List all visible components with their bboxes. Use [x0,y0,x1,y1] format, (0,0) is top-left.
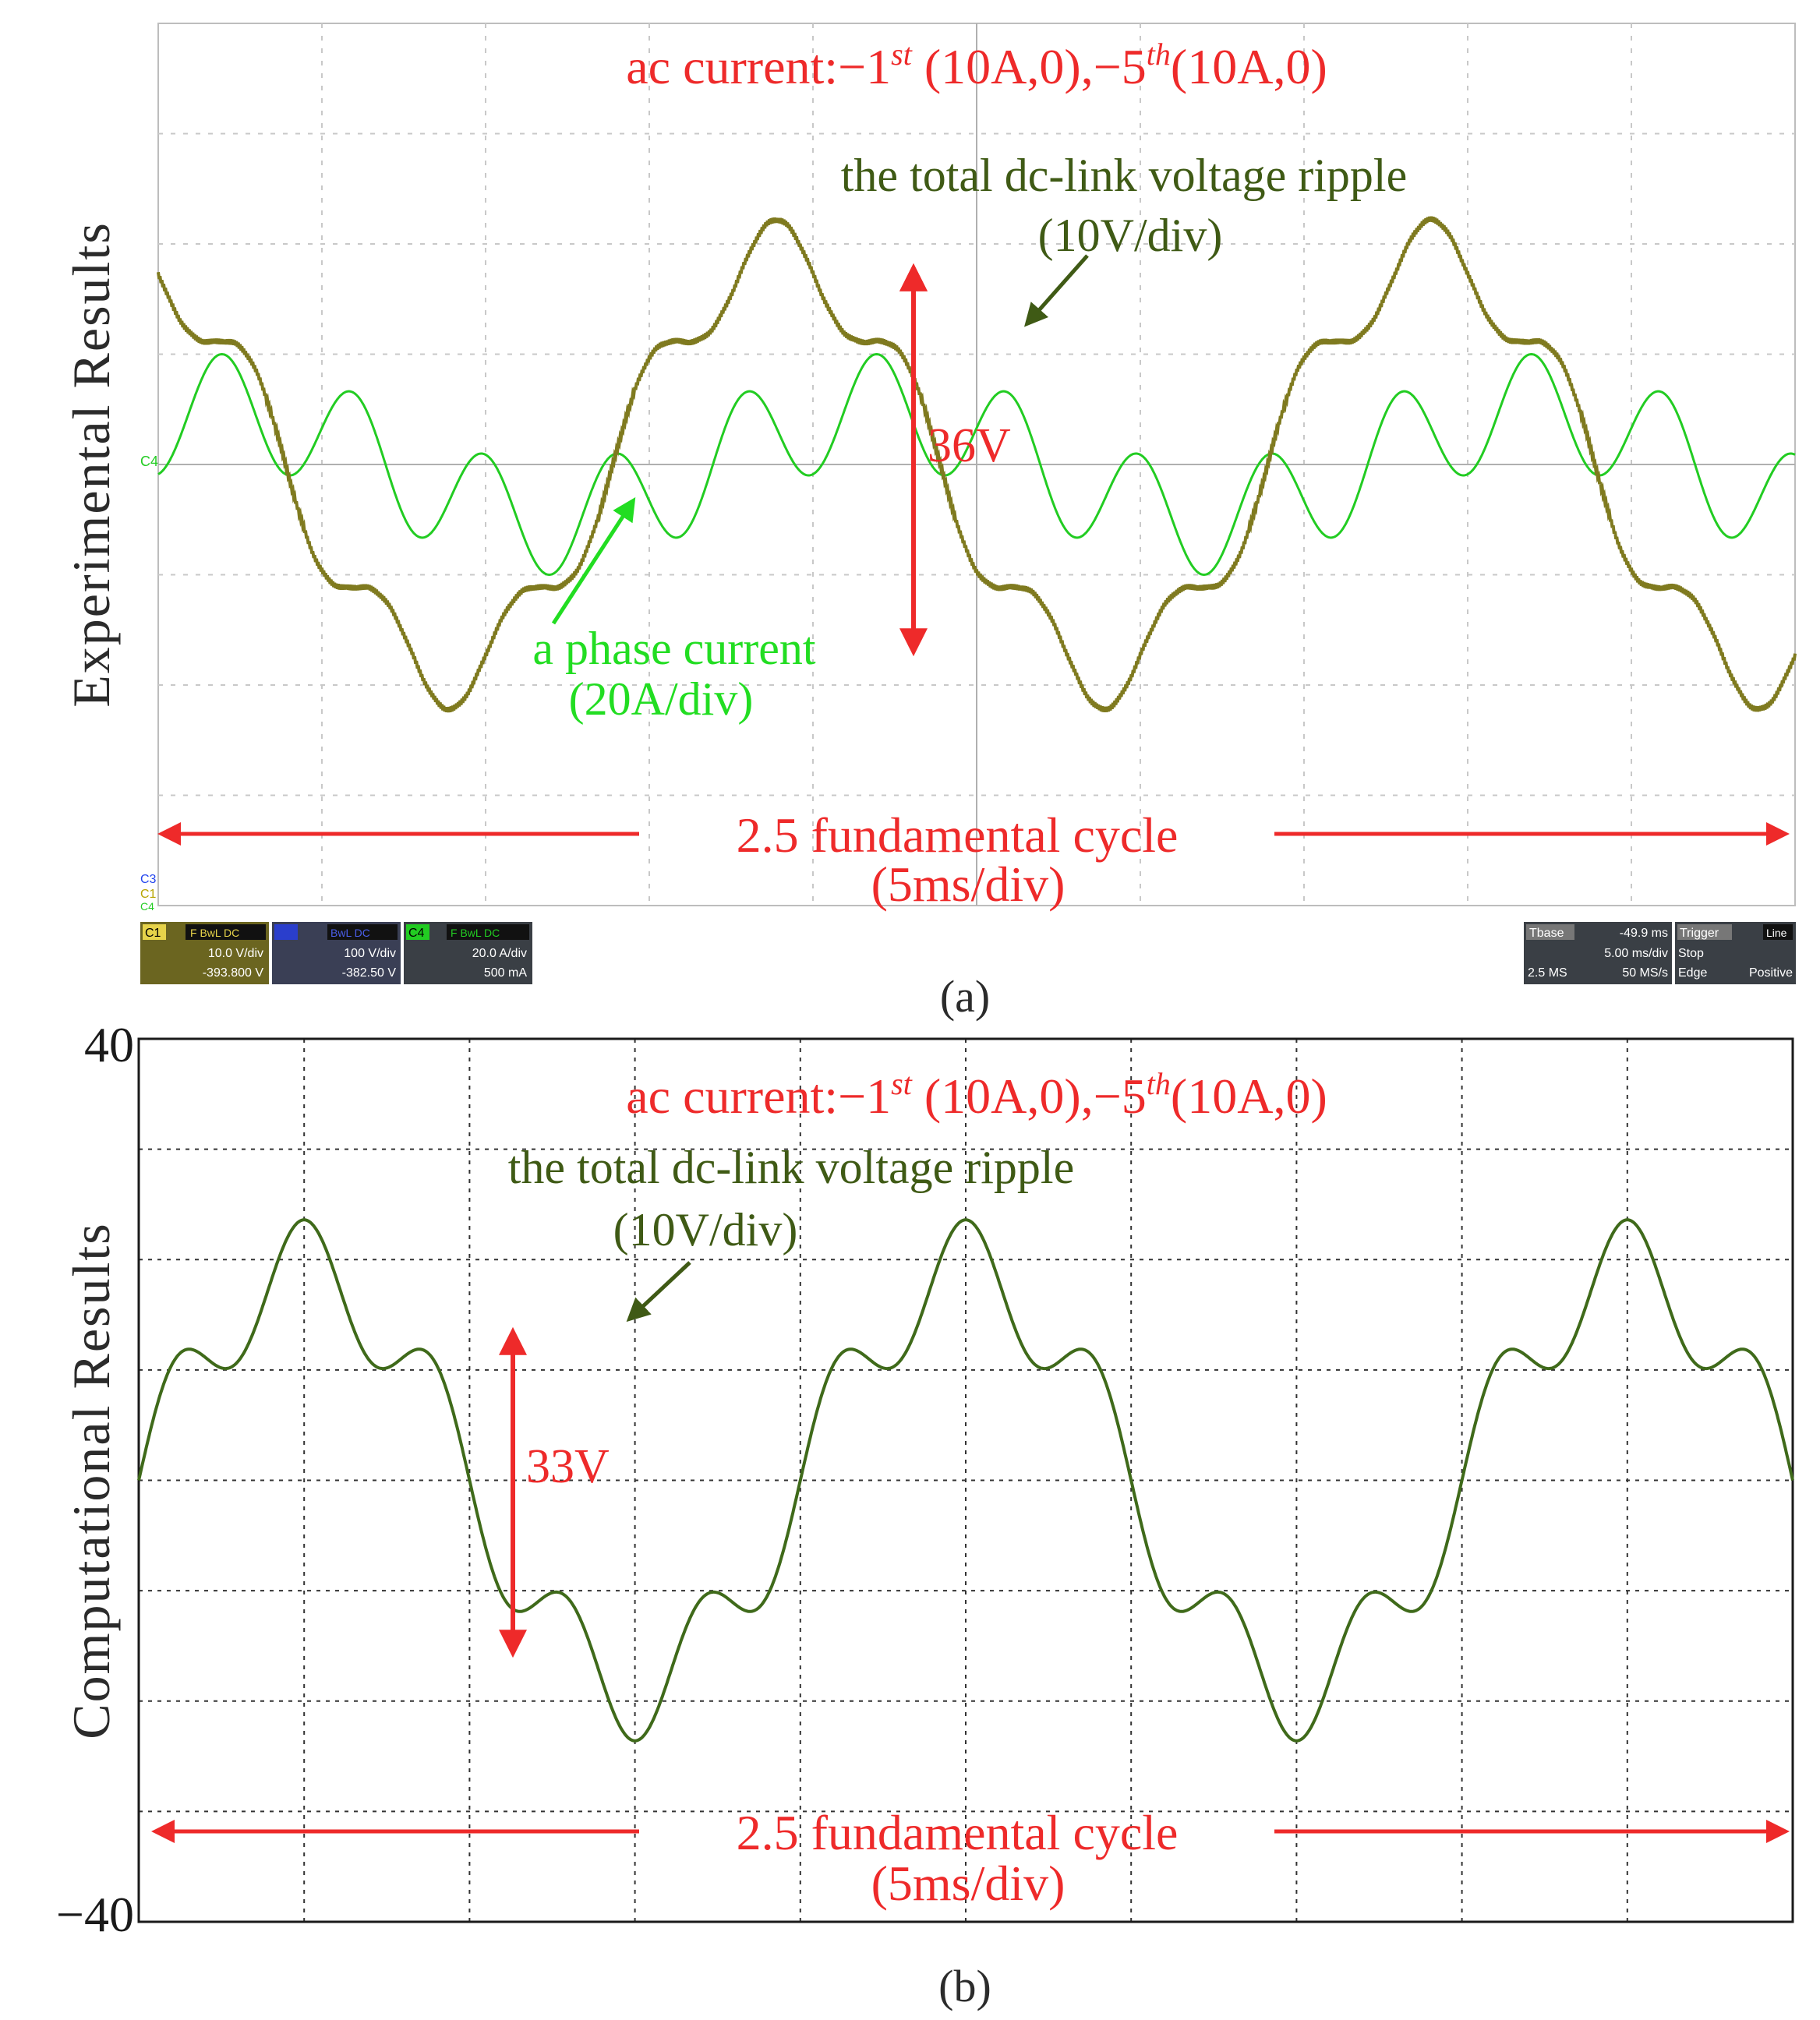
scope-c2-mode-bg [327,924,398,940]
scope-timebase-srate: 50 MS/s [1622,966,1668,980]
panel-a-title-part1: ac current:−1 [626,39,891,94]
scope-status-c4: C4 F BwL DC 20.0 A/div 500 mA [404,922,532,984]
scope-c1-offset: -393.800 V [203,966,264,980]
scope-c4-offset: 500 mA [484,966,527,980]
panel-b-ytick-top: 40 [84,1017,134,1072]
panel-a-title-part2: (10A,0),−5 [912,39,1147,94]
panel-b-title-part3: (10A,0) [1171,1068,1327,1124]
panel-b-ylabel: Computational Results [62,1222,121,1739]
scope-timebase-rate: 5.00 ms/div [1604,947,1668,960]
scope-c4-mode: F BwL DC [451,927,500,939]
panel-a-voltage-pointer [1024,254,1089,327]
scope-trigger-source-bg [1763,924,1793,940]
scope-status-trigger: Trigger Line Stop Edge Positive [1675,922,1796,984]
scope-c1-mode: F BwL DC [190,927,239,939]
scope-c1-scale: 10.0 V/div [208,947,263,960]
panel-b-voltage-label: the total dc-link voltage ripple [508,1142,1074,1193]
panel-a-current-pointer [551,496,636,625]
panel-a-cycle-scale: (5ms/div) [871,856,1065,912]
panel-a-cycle-label: 2.5 fundamental cycle [737,807,1179,863]
panel-a-grid [158,23,1795,906]
panel-a-voltage-trace [157,216,1797,713]
panel-a-ripple-value: 36V [928,419,1011,472]
panel-b-voltage-pointer [626,1261,691,1323]
scope-status-c2: BwL DC 100 V/div -382.50 V [272,922,401,984]
scope-c1-tag-bg [143,924,166,940]
scope-c4-tag: C4 [408,927,425,940]
panel-a-label: (a) [940,971,990,1022]
panel-b-title: ac current:−1st (10A,0),−5th(10A,0) [626,1066,1327,1124]
scope-c2-mode: BwL DC [330,927,370,939]
panel-b-ytick-bottom: −40 [56,1887,134,1942]
panel-b-title-sup2: th [1147,1066,1171,1101]
scope-timebase-samples: 2.5 MS [1528,966,1567,980]
scope-c2-tag-bg [274,924,298,940]
panel-a-title-part3: (10A,0) [1171,39,1327,94]
panel-b-cycle-label: 2.5 fundamental cycle [737,1805,1179,1860]
panel-b-ripple-value: 33V [526,1440,610,1493]
scope-trigger-type: Edge [1678,966,1707,980]
panel-a-channel-marker-c4: C4 [140,454,158,469]
panel-a-channel-marker-c1: C1 [140,888,157,901]
scope-timebase-delay: -49.9 ms [1620,927,1668,940]
scope-trigger-source: Line [1766,927,1787,939]
scope-c1-mode-bg [186,924,266,940]
panel-b-title-sup1: st [891,1066,913,1101]
panel-b-label: (b) [938,1961,991,2011]
panel-a-title: ac current:−1st (10A,0),−5th(10A,0) [626,37,1327,94]
scope-trigger-label: Trigger [1680,927,1719,940]
panel-a-voltage-label: the total dc-link voltage ripple [841,150,1407,201]
scope-trigger-slope: Positive [1749,966,1793,980]
panel-a-ylabel: Experimental Results [62,221,121,708]
scope-trigger-label-bg [1677,924,1732,940]
scope-timebase-label-bg [1526,924,1574,940]
panel-a-channel-marker-c3: C3 [140,873,157,886]
panel-a-channel-marker-c4b: C4 [140,900,154,913]
panel-a-current-scale: (20A/div) [569,673,754,725]
panel-a: Experimental Results ac current:−1st (10… [62,23,1797,1022]
panel-a-current-label: a phase current [532,623,815,674]
scope-status-c1: C1 F BwL DC 10.0 V/div -393.800 V [140,922,269,984]
panel-a-title-sup2: th [1147,37,1171,72]
scope-timebase-label: Tbase [1529,927,1564,940]
panel-b-voltage-trace [137,1218,1794,1743]
panel-b-voltage-scale: (10V/div) [613,1204,798,1255]
scope-status-timebase: Tbase -49.9 ms 5.00 ms/div 2.5 MS 50 MS/… [1524,922,1672,984]
scope-trigger-state: Stop [1678,947,1704,960]
panel-b-title-part1: ac current:−1 [626,1068,891,1124]
scope-c4-mode-bg [447,924,529,940]
panel-b-title-part2: (10A,0),−5 [912,1068,1147,1124]
scope-c4-tag-bg [406,924,429,940]
panel-b: 40 −40 Computational Results ac current:… [56,1017,1794,2011]
scope-c4-scale: 20.0 A/div [472,947,527,960]
scope-c1-tag: C1 [145,927,161,940]
panel-b-cycle-scale: (5ms/div) [871,1856,1065,1911]
scope-c2-scale: 100 V/div [344,947,396,960]
scope-c2-offset: -382.50 V [342,966,397,980]
panel-a-title-sup1: st [891,37,913,72]
panel-a-current-trace [157,352,1796,577]
panel-a-voltage-scale: (10V/div) [1038,210,1223,261]
